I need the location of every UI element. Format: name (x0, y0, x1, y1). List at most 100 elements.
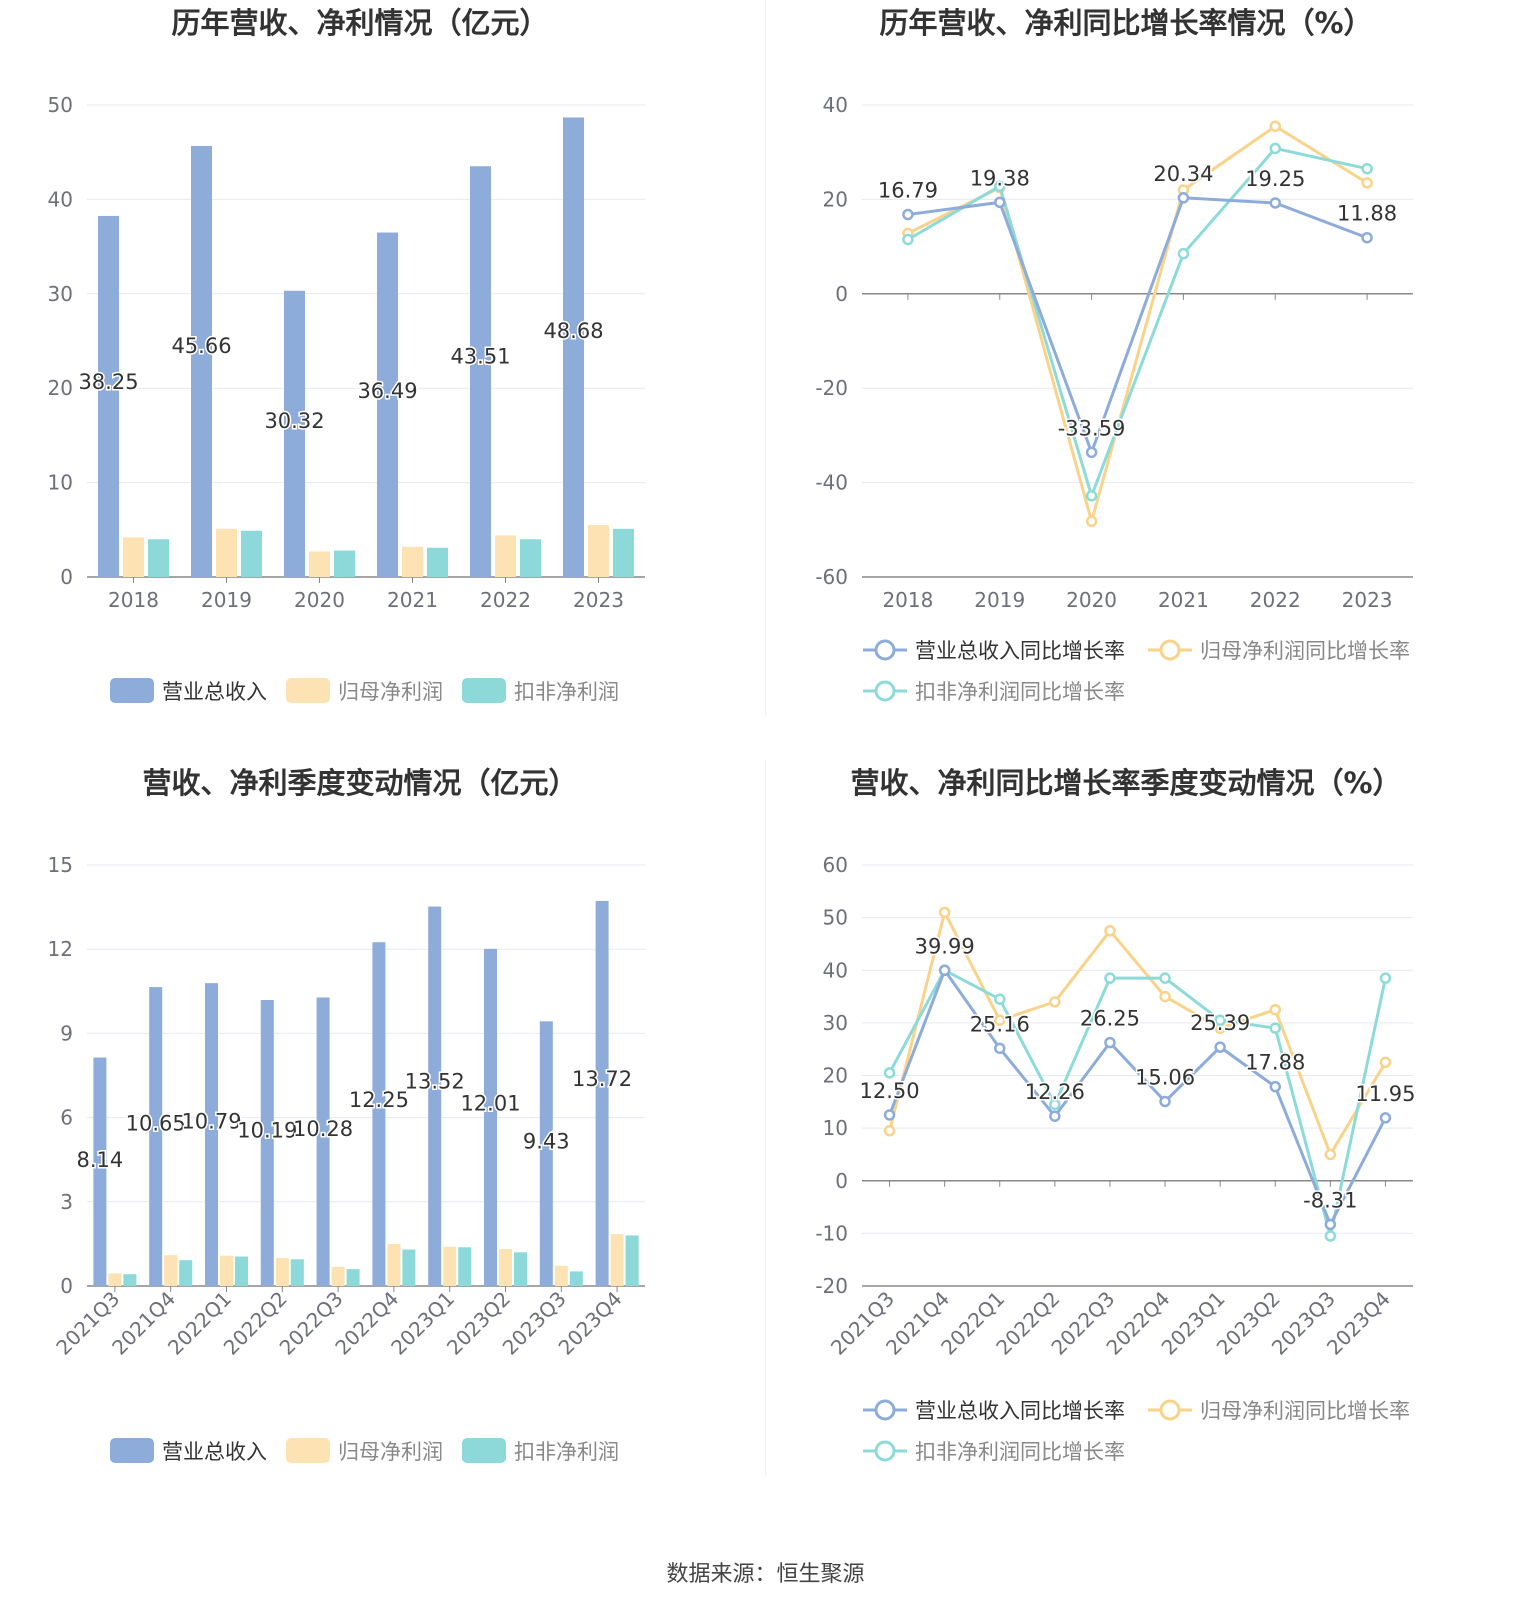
bar-revenue (284, 290, 305, 577)
data-point (1177, 247, 1190, 260)
quarterly-revenue-profit-chart: 营收、净利季度变动情况（亿元）036912152021Q32021Q42022Q… (48, 766, 645, 1464)
annual-growth-rate-chart: 历年营收、净利同比增长率情况（%） -60 -40 -20 0 20 40 2018 2019 2… (815, 6, 1413, 704)
bar-net-profit (387, 1243, 401, 1286)
x-tick-label: 2021 (387, 588, 438, 612)
data-point (1049, 996, 1061, 1008)
x-tick-label: 2022 (1250, 588, 1301, 612)
legend-label: 营业总收入同比增长率 (915, 639, 1125, 663)
bar-revenue (372, 942, 386, 1286)
chart-title: 营收、净利季度变动情况（亿元） (142, 766, 577, 800)
bar-revenue (205, 983, 218, 1286)
y-tick-label: 6 (60, 1106, 73, 1130)
chart-title: 历年营收、净利情况（亿元） (171, 6, 548, 40)
y-tick-label: 0 (60, 1274, 73, 1298)
bar-revenue (149, 987, 163, 1286)
y-tick-label: 9 (60, 1021, 73, 1045)
data-label: 17.88 (1245, 1051, 1305, 1075)
bar-net-profit (108, 1273, 122, 1286)
bar-deducted-profit (148, 539, 169, 577)
data-label: 45.66 (171, 334, 231, 358)
bar-deducted-profit (427, 547, 448, 577)
series-line-net-profit-growth (888, 908, 1387, 1158)
data-point (1269, 197, 1281, 209)
chart-title: 历年营收、净利同比增长率情况（%） (879, 6, 1372, 40)
legend-label: 营业总收入同比增长率 (915, 1399, 1125, 1423)
y-tick-label: 15 (48, 853, 73, 877)
data-label: 25.39 (1190, 1011, 1250, 1035)
legend-label: 营业总收入 (162, 680, 267, 704)
data-point (902, 233, 914, 246)
bar-deducted-profit (179, 1260, 193, 1286)
y-tick-label: 10 (48, 471, 73, 495)
x-tick-label: 2019 (974, 588, 1025, 612)
bar-revenue (98, 215, 119, 578)
bar-deducted-profit (458, 1247, 472, 1286)
annual-revenue-profit-chart: 历年营收、净利情况（亿元） 0 10 20 30 40 50 2018 2019 2020 2021… (48, 6, 645, 704)
data-label: 39.99 (915, 934, 975, 958)
data-point (1085, 515, 1098, 528)
bar-net-profit (610, 1234, 624, 1286)
legend-label: 归母净利润 (338, 1440, 443, 1464)
data-point (994, 196, 1006, 209)
bar-net-profit (220, 1255, 233, 1286)
quarterly-revenue-profit-panel: 营收、净利季度变动情况（亿元） 0 3 6 9 12 15 2021Q3 2021Q4 2022Q… (0, 760, 760, 1525)
y-tick-label: 50 (823, 906, 848, 930)
data-label: 11.88 (1337, 202, 1397, 226)
data-point (1159, 990, 1171, 1003)
data-point (1361, 231, 1373, 244)
legend-marker (1159, 1399, 1181, 1421)
series-line-revenue-growth (907, 196, 1368, 457)
bar-net-profit (164, 1255, 178, 1286)
data-label: -33.59 (1058, 416, 1126, 440)
data-point (1214, 1014, 1226, 1026)
data-label: 10.19 (237, 1118, 297, 1142)
bar-revenue (428, 906, 442, 1286)
legend-label: 扣非净利润同比增长率 (915, 680, 1125, 704)
data-point (994, 993, 1006, 1005)
data-point (938, 906, 951, 919)
data-point (1104, 972, 1116, 984)
data-label: 10.28 (293, 1117, 353, 1141)
y-tick-label: -40 (815, 471, 848, 495)
data-label: 12.25 (349, 1088, 409, 1112)
data-point (1104, 925, 1116, 937)
data-label: 12.50 (859, 1079, 919, 1103)
bar-revenue (539, 1021, 553, 1286)
y-tick-label: 12 (48, 937, 73, 961)
legend-marker (874, 680, 896, 702)
bar-deducted-profit (290, 1259, 304, 1286)
data-label: 12.01 (460, 1092, 520, 1116)
data-point (1104, 1036, 1116, 1049)
x-tick-label: 2020 (294, 588, 345, 612)
y-tick-label: 40 (823, 958, 848, 982)
panel-separator-bottom (765, 760, 766, 1475)
bar-net-profit (309, 551, 330, 577)
bar-revenue (470, 166, 491, 577)
y-tick-label: 40 (823, 93, 848, 117)
legend-marker (874, 1440, 896, 1462)
x-tick-label: 2018 (882, 588, 933, 612)
x-tick-label: 2018 (108, 588, 159, 612)
data-point (1379, 972, 1392, 984)
bar-net-profit (443, 1246, 457, 1286)
data-point (1269, 1022, 1281, 1034)
y-tick-label: 20 (823, 187, 848, 211)
x-tick-label: 2020 (1066, 588, 1117, 612)
data-point (1269, 142, 1281, 155)
y-tick-label: 20 (823, 1064, 848, 1088)
data-source-note: 数据来源：恒生聚源 (666, 1562, 865, 1587)
data-label: -8.31 (1303, 1188, 1357, 1212)
data-point (1159, 972, 1171, 984)
bar-net-profit (554, 1265, 568, 1286)
data-point (1379, 1112, 1392, 1124)
data-label: 10.79 (181, 1110, 241, 1134)
annual-revenue-profit-panel: 历年营收、净利情况（亿元） 0 10 20 30 40 50 2018 2019 2020 2021… (0, 0, 760, 765)
data-label: 11.95 (1355, 1082, 1415, 1106)
legend-label: 归母净利润同比增长率 (1200, 1399, 1410, 1423)
data-point (1177, 192, 1190, 204)
legend-swatch (462, 1438, 506, 1463)
data-point (1379, 1056, 1392, 1069)
data-label: 20.34 (1153, 162, 1213, 186)
data-point (1214, 1041, 1226, 1053)
bar-deducted-profit (402, 1249, 416, 1286)
